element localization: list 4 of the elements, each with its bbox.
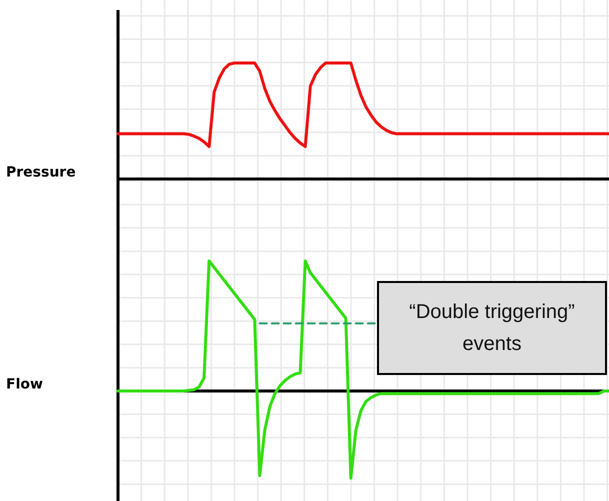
- y-axis-title: Pressure: [6, 164, 76, 181]
- annotation: “Double triggering” events: [408, 300, 576, 357]
- callout-box: “Double triggering” events: [377, 281, 607, 375]
- y-axis-title: Flow: [6, 376, 43, 393]
